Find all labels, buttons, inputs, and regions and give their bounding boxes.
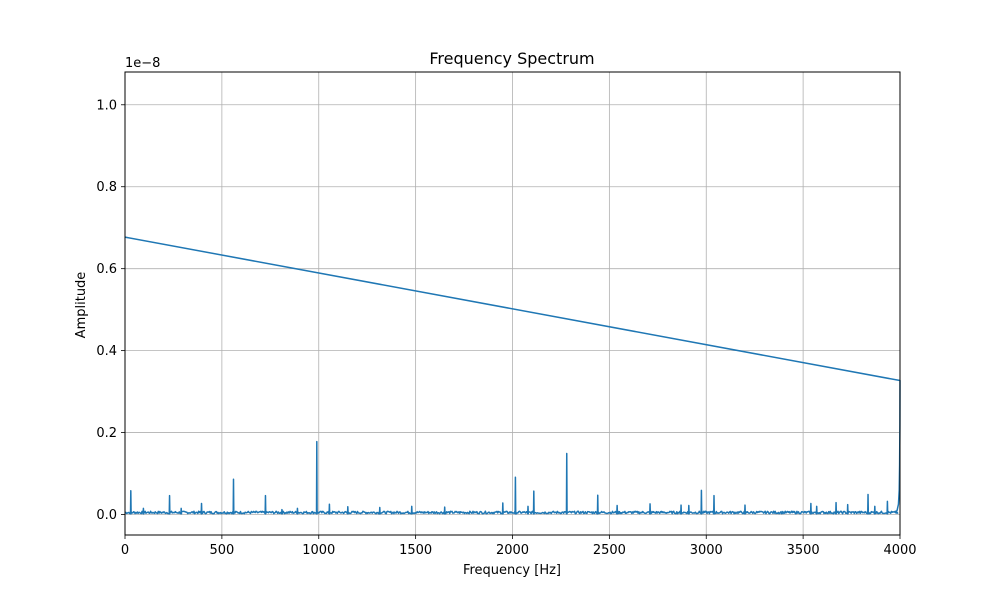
x-tick-label: 500 bbox=[209, 543, 234, 558]
spectrum-line bbox=[124, 236, 901, 515]
plot-area bbox=[124, 236, 901, 515]
y-axis-ticks: 0.0 0.2 0.4 0.6 0.8 1.0 bbox=[96, 98, 125, 523]
x-tick-label: 3500 bbox=[787, 543, 820, 558]
x-tick-label: 4000 bbox=[883, 543, 916, 558]
y-tick-label: 0.4 bbox=[96, 344, 117, 359]
chart-title: Frequency Spectrum bbox=[429, 49, 594, 68]
grid-lines bbox=[124, 72, 901, 535]
y-tick-label: 0.8 bbox=[96, 180, 117, 195]
x-tick-label: 3000 bbox=[690, 543, 723, 558]
x-tick-label: 1500 bbox=[399, 543, 432, 558]
x-tick-label: 1000 bbox=[302, 543, 335, 558]
y-axis-label: Amplitude bbox=[74, 272, 89, 339]
y-tick-label: 0.0 bbox=[96, 508, 117, 523]
x-axis-ticks: 0 500 1000 1500 2000 2500 3000 3500 4000 bbox=[121, 535, 917, 558]
x-tick-label: 0 bbox=[121, 543, 129, 558]
y-tick-label: 0.6 bbox=[96, 262, 117, 277]
y-tick-label: 1.0 bbox=[96, 98, 117, 113]
y-tick-label: 0.2 bbox=[96, 426, 117, 441]
y-axis-offset-text: 1e−8 bbox=[125, 56, 160, 71]
x-axis-label: Frequency [Hz] bbox=[463, 563, 561, 578]
x-tick-label: 2000 bbox=[496, 543, 529, 558]
x-tick-label: 2500 bbox=[593, 543, 626, 558]
